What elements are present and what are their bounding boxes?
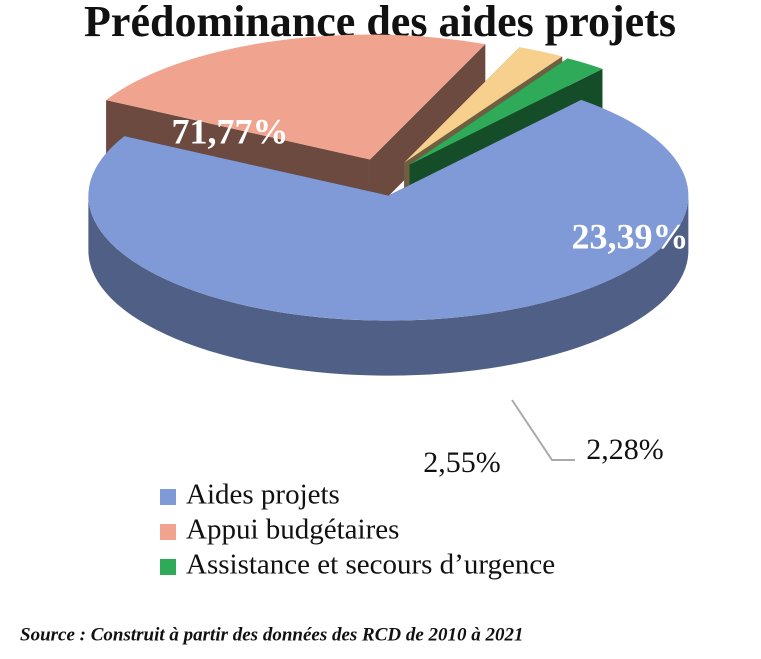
- slice: [404, 47, 563, 163]
- value-label: 2,28%: [586, 433, 664, 466]
- value-label: 23,39%: [572, 216, 689, 256]
- slice-side: [88, 195, 689, 376]
- legend-label: Appui budgétaires: [186, 514, 399, 546]
- slice: [88, 99, 689, 321]
- legend-label: Aides projets: [186, 479, 340, 511]
- slice-side: [369, 44, 486, 215]
- source-note: Source : Construit à partir des données …: [20, 624, 524, 645]
- legend-swatch: [160, 524, 176, 540]
- legend-swatch: [160, 489, 176, 505]
- slice: [409, 58, 603, 165]
- legend-label: Assistance et secours d’urgence: [186, 549, 555, 581]
- value-label: 71,77%: [172, 111, 289, 151]
- legend-swatch: [160, 559, 176, 575]
- value-label: 2,55%: [423, 446, 501, 479]
- slice: [106, 34, 486, 160]
- leader-line: [511, 399, 575, 461]
